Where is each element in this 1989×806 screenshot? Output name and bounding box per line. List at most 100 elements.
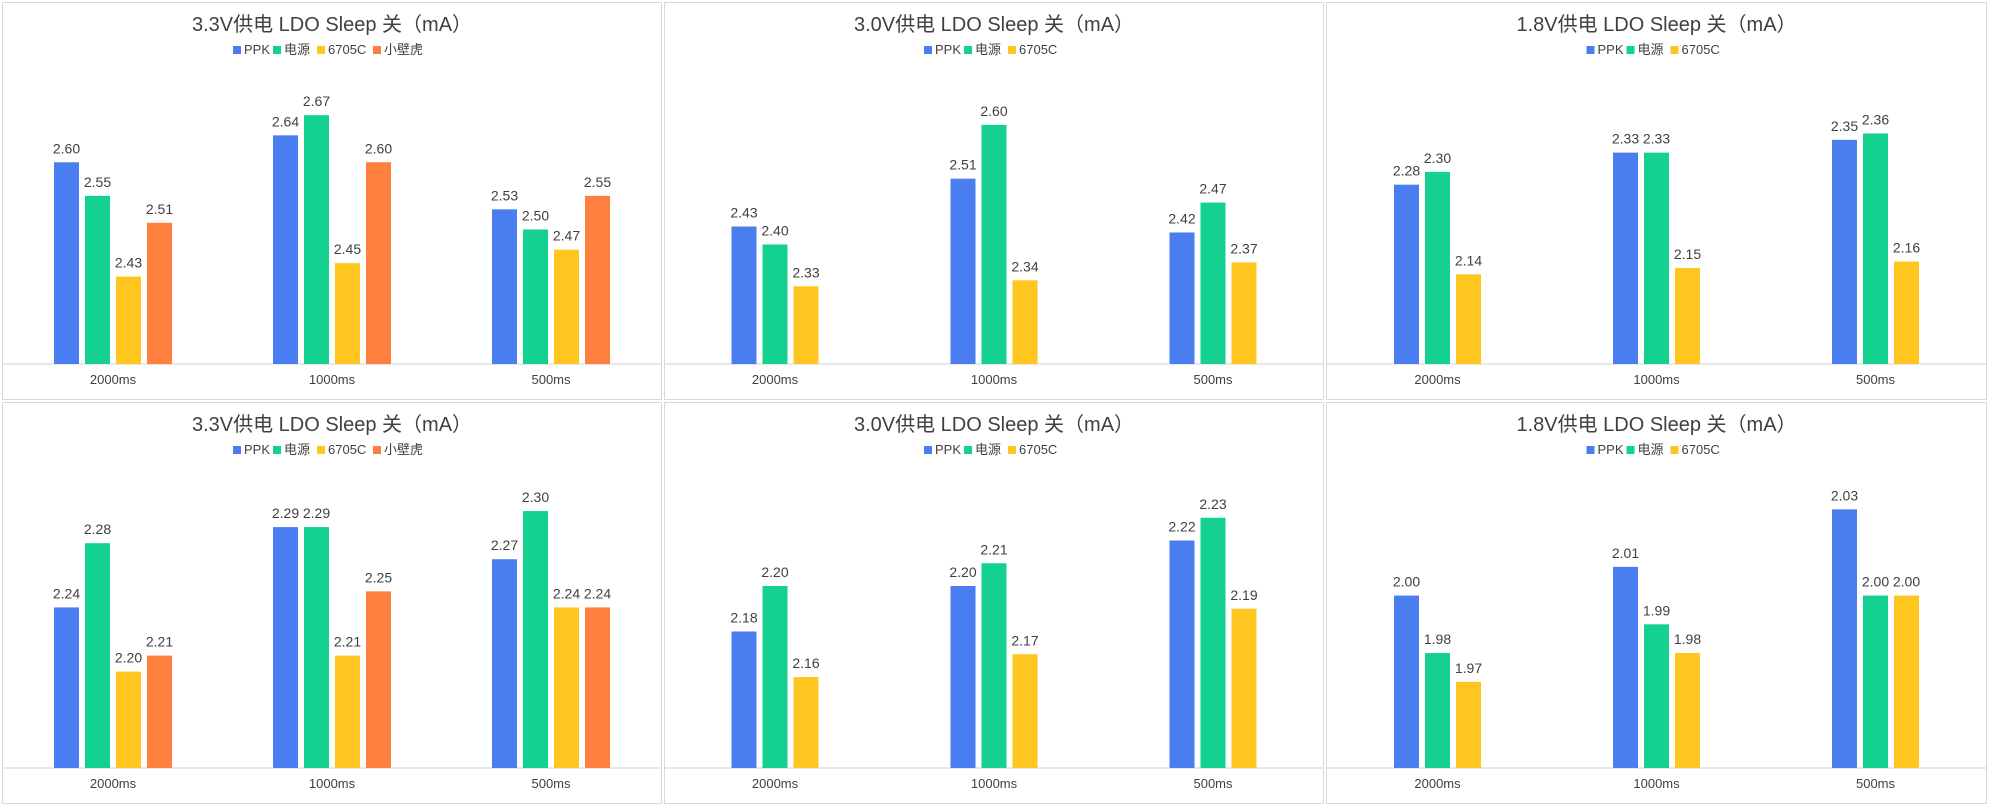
bar	[1456, 274, 1481, 364]
legend-label: 6705C	[1682, 42, 1720, 57]
legend-label: 电源	[284, 442, 310, 457]
bar	[492, 209, 517, 364]
data-label: 1.98	[1674, 631, 1701, 647]
bar	[1169, 540, 1195, 768]
x-tick-label: 500ms	[531, 776, 571, 791]
bar	[1644, 152, 1669, 364]
data-label: 1.98	[1424, 631, 1451, 647]
bar	[1832, 139, 1857, 364]
x-tick-label: 2000ms	[90, 372, 137, 387]
data-label: 2.33	[1612, 131, 1639, 147]
data-label: 2.00	[1393, 574, 1420, 590]
data-label: 2.23	[1199, 496, 1226, 512]
bar	[585, 195, 610, 364]
chart-svg: 3.3V供电 LDO Sleep 关（mA）PPK 电源 6705C 小壁虎2.242…	[3, 413, 661, 791]
chart-title: 3.3V供电 LDO Sleep 关（mA）	[192, 413, 472, 436]
chart-svg: 3.0V供电 LDO Sleep 关（mA） PPK 电源 6705C 2.432.40…	[665, 13, 1323, 387]
data-label: 2.43	[730, 205, 757, 221]
data-label: 2.53	[491, 187, 518, 203]
data-label: 2.64	[272, 113, 299, 129]
legend-swatch	[964, 446, 972, 454]
bar	[585, 607, 610, 768]
bar	[1012, 654, 1038, 768]
chart-title: 3.0V供电 LDO Sleep 关（mA）	[854, 413, 1134, 436]
legend-item: PPK	[1586, 442, 1624, 457]
legend-swatch	[1008, 446, 1016, 454]
data-label: 2.21	[334, 634, 361, 650]
legend-swatch	[317, 46, 325, 54]
data-label: 2.18	[730, 610, 757, 626]
data-label: 2.47	[553, 228, 580, 244]
legend-item: 6705C	[317, 42, 366, 57]
legend-item: PPK	[1586, 42, 1624, 57]
bar	[950, 586, 976, 768]
data-label: 2.20	[115, 650, 142, 666]
bar	[116, 671, 141, 768]
legend-item: 6705C	[1670, 442, 1720, 457]
legend-swatch	[273, 446, 281, 454]
legend-swatch	[1670, 446, 1679, 454]
bar	[54, 162, 79, 364]
x-tick-label: 2000ms	[90, 776, 137, 791]
chart-panel-3: 1.8V供电 LDO Sleep 关（mA） PPK 电源 6705C 2.28 2.30…	[1326, 2, 1987, 400]
bar	[762, 586, 788, 768]
legend-label: PPK	[1598, 442, 1624, 457]
bar	[1863, 595, 1888, 768]
legend-item: 小壁虎	[373, 42, 423, 57]
legend-item: 电源	[964, 42, 1001, 57]
bar	[1200, 517, 1226, 768]
data-label: 2.47	[1199, 181, 1226, 197]
legend-swatch	[373, 446, 381, 454]
chart-svg: 3.0V供电 LDO Sleep 关（mA） PPK 电源 6705C 2.18 2.20…	[665, 413, 1323, 791]
data-label: 2.30	[522, 489, 549, 505]
x-tick-label: 500ms	[531, 372, 571, 387]
bar	[1832, 509, 1857, 768]
data-label: 2.37	[1230, 240, 1257, 256]
data-label: 2.33	[1643, 131, 1670, 147]
bar	[1894, 595, 1919, 768]
bar	[304, 115, 329, 364]
legend-label: 6705C	[328, 42, 366, 57]
data-label: 2.21	[980, 541, 1007, 557]
x-tick-label: 2000ms	[752, 372, 799, 387]
bar	[54, 607, 79, 768]
bar	[1231, 608, 1257, 768]
data-label: 2.34	[1011, 258, 1038, 274]
data-label: 2.28	[1393, 163, 1420, 179]
legend-label: 电源	[1638, 442, 1664, 457]
legend-label: 6705C	[1019, 42, 1057, 57]
legend-label: 6705C	[1019, 442, 1057, 457]
bar	[85, 543, 110, 768]
bar	[273, 527, 298, 768]
bar	[273, 135, 298, 364]
data-label: 2.42	[1168, 210, 1195, 226]
data-label: 2.20	[949, 564, 976, 580]
legend-label: 小壁虎	[384, 42, 423, 57]
x-tick-label: 500ms	[1856, 776, 1896, 791]
data-label: 2.24	[53, 585, 80, 601]
legend-item: 电源	[273, 42, 310, 57]
bar	[492, 559, 517, 768]
legend-label: 小壁虎	[384, 442, 423, 457]
chart-svg: 1.8V供电 LDO Sleep 关（mA） PPK 电源 6705C 2.00 1.98…	[1327, 413, 1986, 791]
x-tick-label: 2000ms	[1414, 776, 1461, 791]
data-label: 2.29	[272, 505, 299, 521]
bar	[1169, 232, 1195, 364]
data-label: 2.43	[115, 255, 142, 271]
bar	[335, 263, 360, 364]
chart-panel-5: 3.0V供电 LDO Sleep 关（mA） PPK 电源 6705C 2.18 2.20…	[664, 402, 1324, 804]
data-label: 1.99	[1643, 602, 1670, 618]
data-label: 2.15	[1674, 246, 1701, 262]
data-label: 2.20	[761, 564, 788, 580]
bar	[1200, 202, 1226, 364]
legend-item: 6705C	[1008, 442, 1057, 457]
bar	[762, 244, 788, 364]
bar	[366, 162, 391, 364]
bar	[1394, 595, 1419, 768]
data-label: 2.40	[761, 222, 788, 238]
bar	[523, 229, 548, 364]
legend-label: 6705C	[1682, 442, 1720, 457]
legend-swatch	[1586, 446, 1595, 454]
data-label: 2.55	[84, 174, 111, 190]
data-label: 2.29	[303, 505, 330, 521]
